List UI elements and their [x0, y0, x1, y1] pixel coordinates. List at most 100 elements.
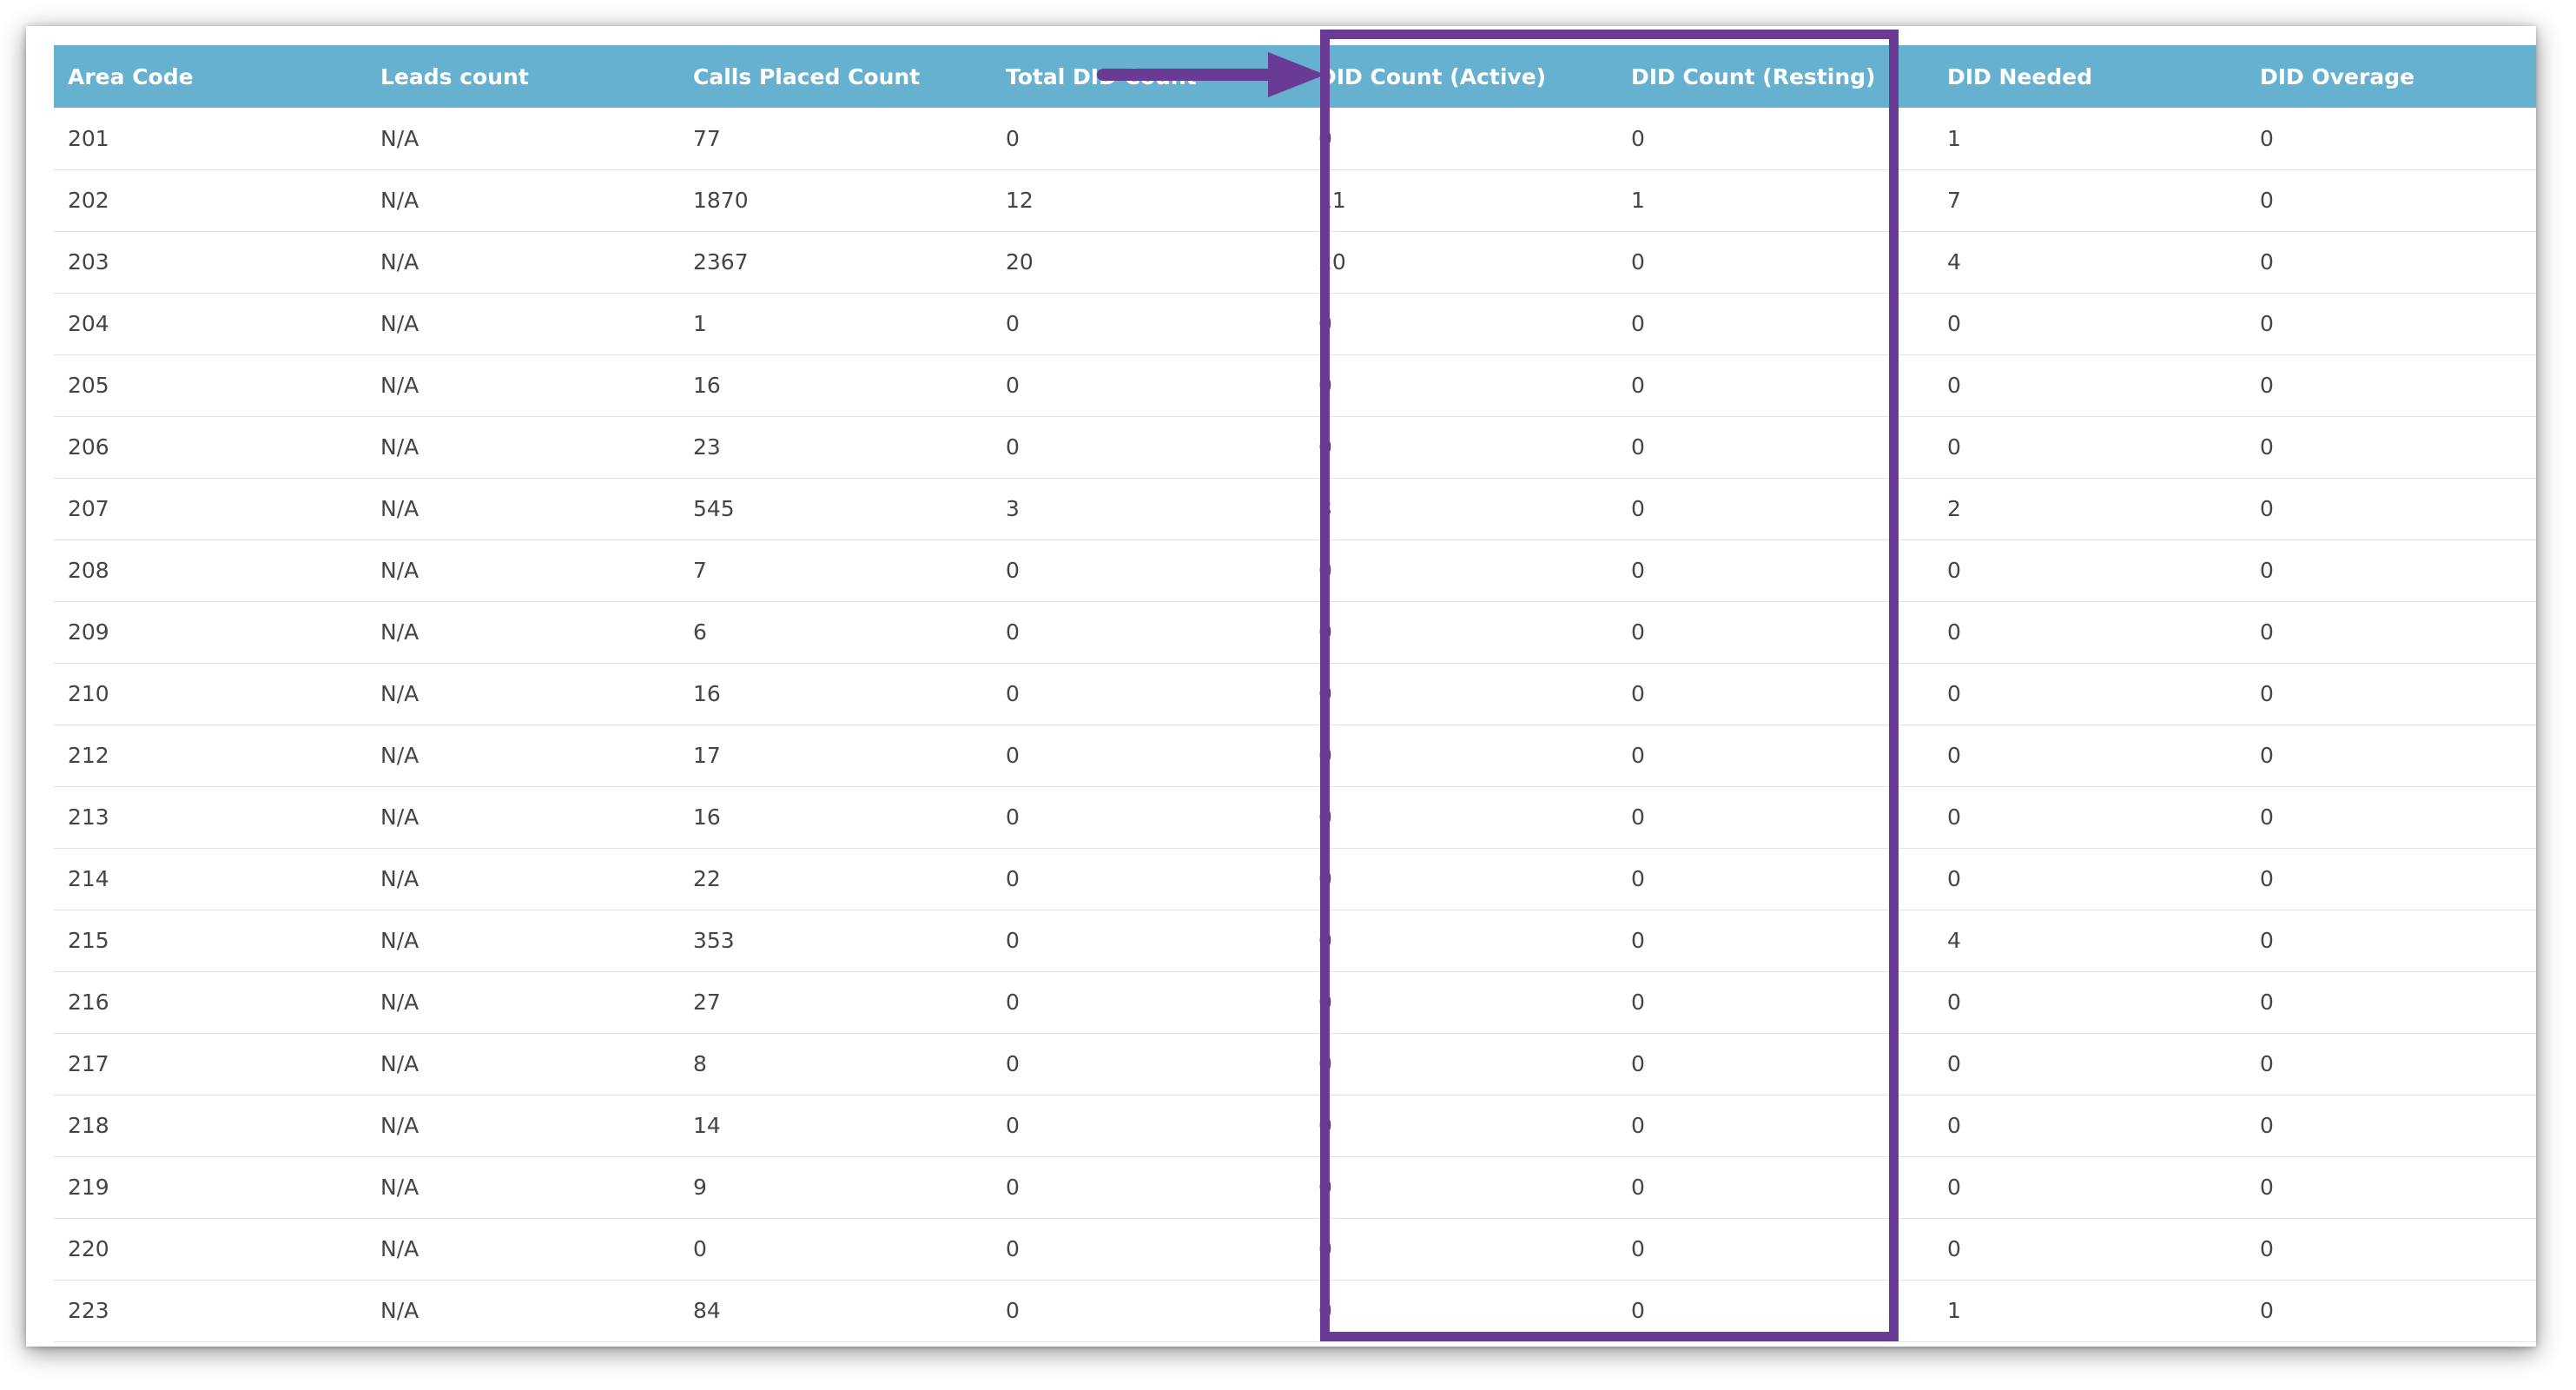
cell-did-needed: 0	[1947, 311, 1961, 336]
cell-did-count-active: 0	[1318, 804, 1332, 830]
cell-leads-count: N/A	[380, 928, 419, 953]
column-header-calls-placed-count[interactable]: Calls Placed Count	[693, 63, 921, 89]
column-header-did-count-active[interactable]: DID Count (Active)	[1318, 63, 1547, 89]
cell-did-overage: 0	[2260, 1236, 2274, 1261]
cell-did-count-active: 0	[1318, 1236, 1332, 1261]
cell-did-count-resting: 0	[1631, 434, 1645, 460]
cell-did-needed: 4	[1947, 928, 1961, 953]
cell-did-count-active: 0	[1318, 311, 1332, 336]
cell-area-code: 202	[68, 188, 109, 213]
cell-total-did-count: 0	[1006, 1298, 1020, 1323]
column-header-area-code[interactable]: Area Code	[68, 63, 194, 89]
cell-leads-count: N/A	[380, 990, 419, 1015]
cell-area-code: 208	[68, 558, 109, 583]
cell-leads-count: N/A	[380, 743, 419, 768]
cell-did-needed: 0	[1947, 743, 1961, 768]
cell-calls-placed-count: 14	[693, 1113, 721, 1138]
cell-leads-count: N/A	[380, 1298, 419, 1323]
cell-total-did-count: 20	[1006, 249, 1034, 275]
cell-calls-placed-count: 84	[693, 1298, 721, 1323]
cell-did-needed: 0	[1947, 990, 1961, 1015]
cell-did-count-resting: 0	[1631, 311, 1645, 336]
cell-calls-placed-count: 1870	[693, 188, 749, 213]
column-header-leads-count[interactable]: Leads count	[380, 63, 529, 89]
cell-did-count-active: 0	[1318, 125, 1332, 151]
cell-did-count-active: 0	[1318, 681, 1332, 706]
cell-total-did-count: 0	[1006, 125, 1020, 151]
table-header-row: Area Code Leads count Calls Placed Count…	[54, 45, 2536, 108]
cell-area-code: 210	[68, 681, 109, 706]
cell-did-needed: 0	[1947, 373, 1961, 398]
cell-did-overage: 0	[2260, 804, 2274, 830]
column-header-did-count-resting[interactable]: DID Count (Resting)	[1631, 63, 1876, 89]
cell-did-overage: 0	[2260, 434, 2274, 460]
cell-leads-count: N/A	[380, 619, 419, 645]
cell-leads-count: N/A	[380, 1051, 419, 1076]
table-row: 207 N/A 545 3 3 0 2 0	[54, 478, 2536, 539]
cell-did-needed: 0	[1947, 681, 1961, 706]
cell-leads-count: N/A	[380, 311, 419, 336]
cell-did-overage: 0	[2260, 1113, 2274, 1138]
cell-did-count-active: 0	[1318, 1298, 1332, 1323]
cell-calls-placed-count: 8	[693, 1051, 707, 1076]
cell-did-overage: 0	[2260, 373, 2274, 398]
cell-did-count-active: 0	[1318, 434, 1332, 460]
cell-calls-placed-count: 16	[693, 804, 721, 830]
cell-did-count-resting: 1	[1631, 188, 1645, 213]
table-body: 201 N/A 77 0 0 0 1 0 202 N/A 1870 12 11 1 7 0 203 N/A 2367…	[54, 108, 2536, 1341]
cell-total-did-count: 0	[1006, 558, 1020, 583]
cell-area-code: 214	[68, 866, 109, 891]
cell-total-did-count: 0	[1006, 434, 1020, 460]
cell-calls-placed-count: 545	[693, 496, 735, 521]
cell-calls-placed-count: 353	[693, 928, 735, 953]
cell-did-needed: 0	[1947, 866, 1961, 891]
cell-area-code: 206	[68, 434, 109, 460]
cell-did-count-resting: 0	[1631, 619, 1645, 645]
table-row: 220 N/A 0 0 0 0 0 0	[54, 1218, 2536, 1280]
cell-did-count-resting: 0	[1631, 1298, 1645, 1323]
table-row: 206 N/A 23 0 0 0 0 0	[54, 416, 2536, 478]
table-row: 214 N/A 22 0 0 0 0 0	[54, 848, 2536, 910]
cell-calls-placed-count: 6	[693, 619, 707, 645]
cell-total-did-count: 0	[1006, 1175, 1020, 1200]
cell-total-did-count: 0	[1006, 311, 1020, 336]
cell-did-count-active: 11	[1318, 188, 1346, 213]
cell-total-did-count: 0	[1006, 804, 1020, 830]
cell-did-count-resting: 0	[1631, 1113, 1645, 1138]
cell-leads-count: N/A	[380, 496, 419, 521]
cell-leads-count: N/A	[380, 249, 419, 275]
cell-total-did-count: 0	[1006, 681, 1020, 706]
report-card: Area Code Leads count Calls Placed Count…	[26, 26, 2536, 1347]
cell-did-count-resting: 0	[1631, 125, 1645, 151]
cell-total-did-count: 0	[1006, 1236, 1020, 1261]
cell-calls-placed-count: 16	[693, 681, 721, 706]
cell-did-count-active: 0	[1318, 1051, 1332, 1076]
cell-did-count-resting: 0	[1631, 1236, 1645, 1261]
cell-did-overage: 0	[2260, 681, 2274, 706]
cell-did-needed: 0	[1947, 1175, 1961, 1200]
cell-did-overage: 0	[2260, 311, 2274, 336]
cell-area-code: 219	[68, 1175, 109, 1200]
cell-did-count-active: 0	[1318, 866, 1332, 891]
cell-did-needed: 0	[1947, 804, 1961, 830]
table-row: 218 N/A 14 0 0 0 0 0	[54, 1095, 2536, 1156]
cell-did-needed: 0	[1947, 558, 1961, 583]
cell-did-needed: 0	[1947, 434, 1961, 460]
cell-total-did-count: 3	[1006, 496, 1020, 521]
column-header-total-did-count[interactable]: Total DID Count	[1006, 63, 1197, 89]
cell-did-overage: 0	[2260, 125, 2274, 151]
cell-did-count-active: 0	[1318, 373, 1332, 398]
cell-did-needed: 4	[1947, 249, 1961, 275]
cell-did-overage: 0	[2260, 866, 2274, 891]
cell-calls-placed-count: 23	[693, 434, 721, 460]
cell-did-count-resting: 0	[1631, 681, 1645, 706]
cell-leads-count: N/A	[380, 1113, 419, 1138]
column-header-did-needed[interactable]: DID Needed	[1947, 63, 2093, 89]
cell-area-code: 217	[68, 1051, 109, 1076]
cell-total-did-count: 0	[1006, 1113, 1020, 1138]
cell-calls-placed-count: 0	[693, 1236, 707, 1261]
cell-total-did-count: 0	[1006, 866, 1020, 891]
table-row: 210 N/A 16 0 0 0 0 0	[54, 663, 2536, 725]
column-header-did-overage[interactable]: DID Overage	[2260, 63, 2415, 89]
cell-area-code: 218	[68, 1113, 109, 1138]
